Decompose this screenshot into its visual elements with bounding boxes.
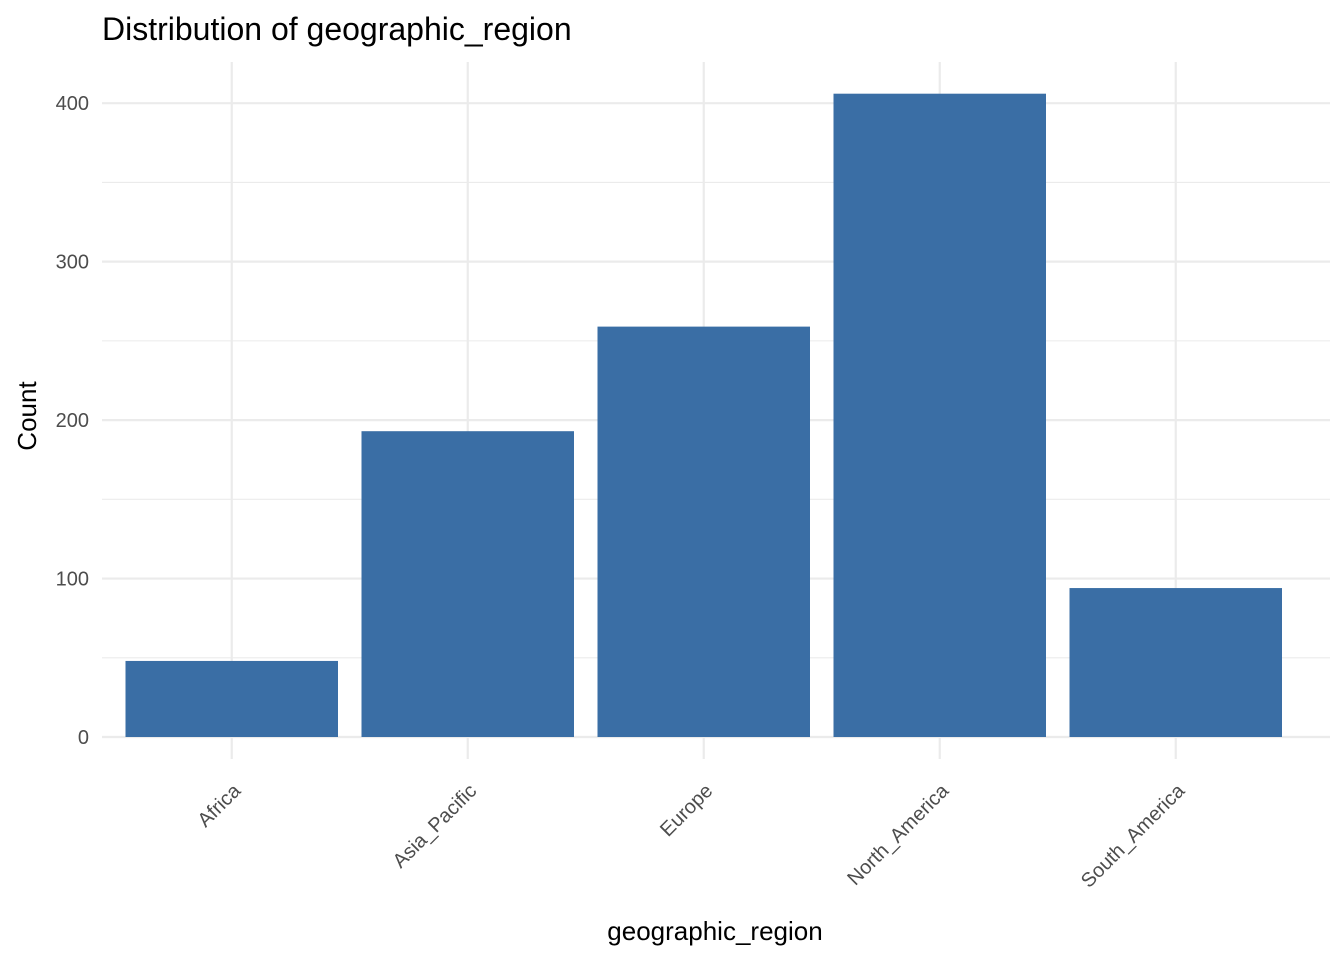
x-tick-label: South_America — [1077, 779, 1190, 892]
x-tick-label: Africa — [194, 779, 246, 831]
y-tick-label: 400 — [56, 93, 89, 115]
y-tick-label: 100 — [56, 569, 89, 591]
bar-africa — [125, 660, 338, 737]
y-axis-title: Count — [12, 381, 42, 451]
x-axis-ticks: Africa Asia_Pacific Europe North_America Sou… — [194, 779, 1190, 892]
bar-south-america — [1069, 588, 1282, 737]
y-tick-label: 200 — [56, 410, 89, 432]
x-tick-label: Europe — [656, 780, 717, 841]
y-axis-ticks: 0 100 200 300 400 — [56, 93, 89, 749]
bar-europe — [597, 326, 810, 737]
bars — [125, 93, 1282, 738]
x-tick-label: North_America — [843, 779, 953, 889]
chart-title: Distribution of geographic_region — [102, 11, 572, 47]
x-tick-label: Asia_Pacific — [389, 780, 482, 873]
bar-asia-pacific — [361, 431, 574, 737]
y-tick-label: 0 — [78, 727, 89, 749]
bar-north-america — [833, 93, 1046, 738]
y-tick-label: 300 — [56, 252, 89, 274]
x-axis-title: geographic_region — [607, 916, 822, 946]
